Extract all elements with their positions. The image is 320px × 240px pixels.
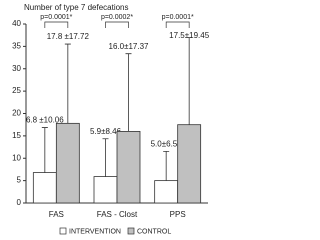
bar [116,130,141,204]
error-bar [64,43,71,124]
y-axis-label: Number of type 7 defecations [24,3,129,12]
y-tick-label: 25 [12,86,21,95]
significance-bracket [44,21,69,28]
error-bar [163,150,170,181]
y-tick-label: 5 [17,176,22,185]
p-value: p=0.0001* [162,14,194,21]
y-tick-label: 35 [12,41,21,50]
y-tick-label: 20 [12,109,21,118]
error-bar [102,138,109,177]
value-label: 17.8 ±17.72 [47,32,90,41]
bar [93,176,118,204]
value-label: 5.0±6.54 [151,139,183,148]
legend-swatch [127,227,135,235]
chart: Number of type 7 defecations 0 5 10 15 20 25 3… [12,3,210,235]
legend-label: CONTROL [137,228,171,235]
significance-bracket [165,21,190,28]
y-tick-label: 0 [17,198,22,207]
value-label: 5.9±8.46 [90,127,122,136]
legend-label: INTERVENTION [69,228,121,235]
x-tick-label: FAS [49,210,64,219]
y-tick-label: 40 [12,19,21,28]
error-bar [125,53,132,132]
value-label: 17.5±19.45 [169,31,210,40]
bar [177,124,202,204]
y-tick-label: 10 [12,153,21,162]
legend-swatch [59,227,67,235]
p-value: p=0.0002* [101,14,133,21]
y-tick-label: 30 [12,64,21,73]
bar [32,172,57,204]
error-bar [41,127,48,173]
significance-bracket [105,21,129,28]
bar [55,122,80,204]
y-tick-label: 15 [12,131,21,140]
x-tick-label: PPS [170,210,186,219]
p-value: p=0.0001* [40,14,72,21]
error-bar [186,37,193,125]
x-tick-label: FAS - Clost [97,210,138,219]
value-label: 16.0±17.37 [109,42,150,51]
value-label: 6.8 ±10.06 [26,116,64,125]
bar [154,180,179,204]
